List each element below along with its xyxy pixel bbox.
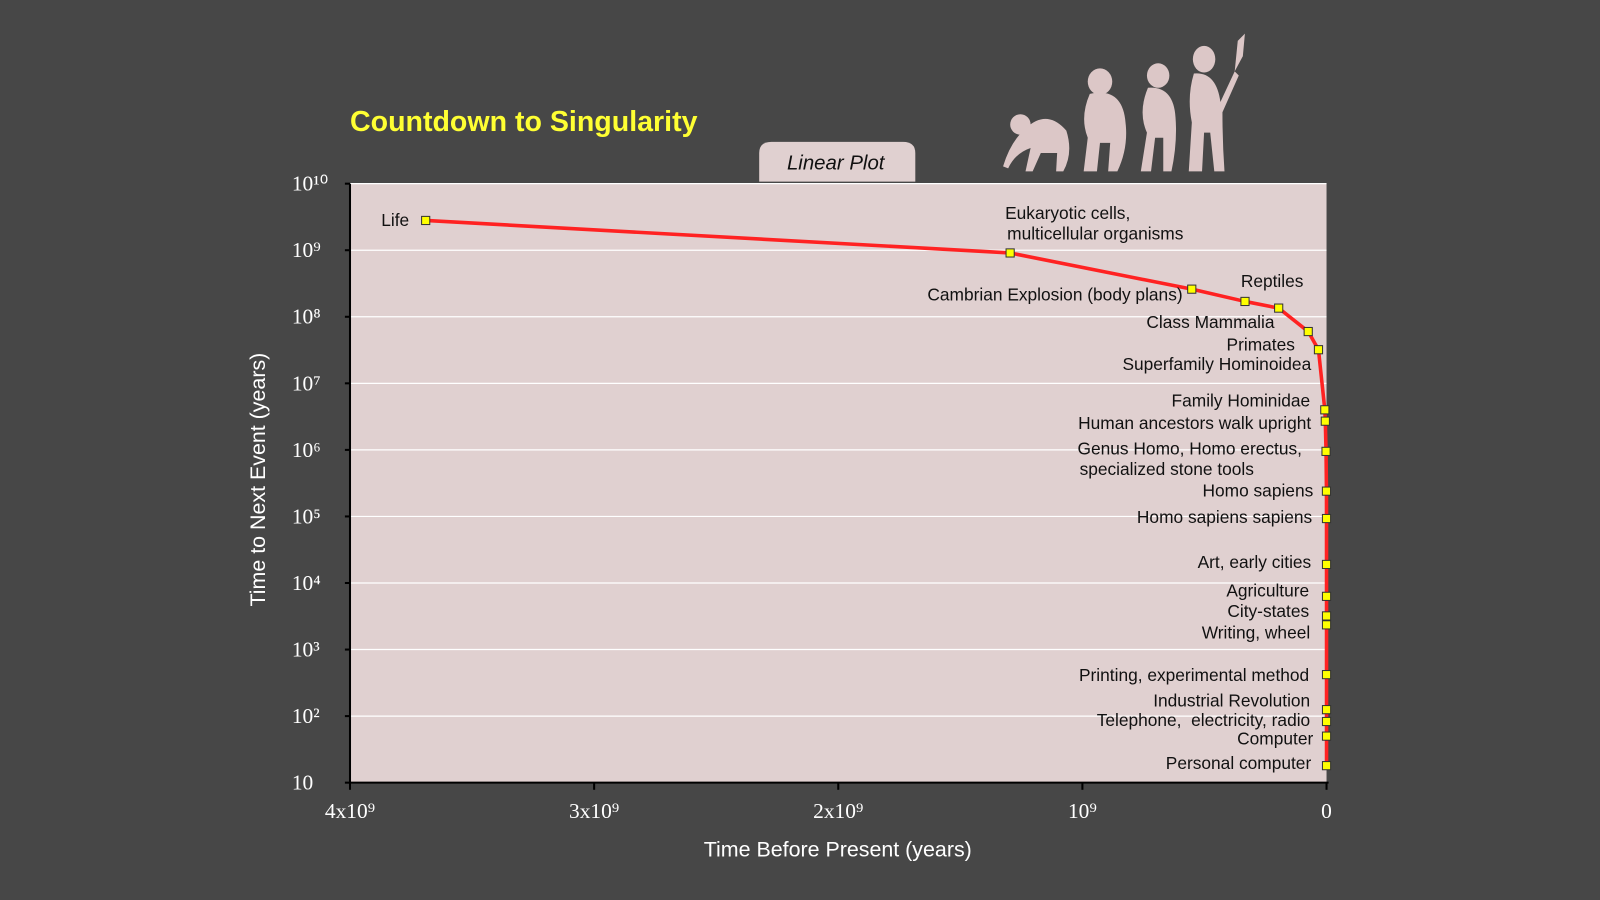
data-point xyxy=(1321,446,1331,456)
y-tick-label: 10⁸ xyxy=(292,305,321,329)
data-point xyxy=(1321,591,1332,601)
grid: 10¹⁰ 10⁹ 10⁸ 10⁷ 10⁶ 10⁵ 10⁴ 10³ 10² 10 4x10⁹ 3x10⁹… xyxy=(292,172,1332,824)
evolution-silhouettes xyxy=(1003,33,1245,172)
point-label: Reptiles xyxy=(1241,271,1304,291)
point-label: Cambrian Explosion (body plans) xyxy=(927,284,1182,304)
point-label: Writing, wheel xyxy=(1202,622,1311,642)
point-label: City-states xyxy=(1227,601,1309,621)
y-tick-label: 10⁵ xyxy=(292,504,321,528)
point-label: Genus Homo, Homo erectus, xyxy=(1078,439,1302,459)
point-label: Homo sapiens xyxy=(1202,480,1313,500)
data-point xyxy=(1321,513,1332,524)
y-tick-label: 10⁶ xyxy=(292,438,321,462)
point-label: Family Hominidae xyxy=(1172,391,1311,411)
point-label: Industrial Revolution xyxy=(1153,691,1310,711)
point-label: Printing, experimental method xyxy=(1079,665,1309,685)
x-tick-label: 4x10⁹ xyxy=(325,799,375,823)
y-tick-label: 10¹⁰ xyxy=(292,172,328,196)
data-point xyxy=(1321,620,1332,630)
data-point xyxy=(1320,405,1330,415)
data-point xyxy=(1321,716,1332,727)
plot: Life Eukaryotic cells,multicellular organ… xyxy=(381,203,1332,773)
x-tick-label: 3x10⁹ xyxy=(569,799,619,823)
point-label: multicellular organisms xyxy=(1007,223,1184,243)
data-point xyxy=(1187,284,1197,294)
data-point xyxy=(1320,416,1330,426)
data-point xyxy=(1321,731,1332,741)
data-point xyxy=(1240,296,1250,307)
data-point xyxy=(1321,611,1332,621)
point-label: specialized stone tools xyxy=(1080,459,1255,479)
y-tick-label: 10² xyxy=(292,704,320,728)
annotation: Linear Plot xyxy=(787,153,886,175)
y-tick-label: 10 xyxy=(292,771,313,795)
data-point xyxy=(1303,326,1313,337)
annotation-tab xyxy=(759,141,916,182)
data-point xyxy=(1313,345,1324,355)
y-tick-label: 10⁹ xyxy=(292,238,321,262)
point-label: Computer xyxy=(1237,728,1313,748)
point-label: Primates xyxy=(1227,334,1296,354)
y-tick-label: 10³ xyxy=(292,638,320,662)
point-label: Homo sapiens sapiens xyxy=(1137,507,1313,527)
point-label: Agriculture xyxy=(1226,580,1309,600)
chart-title: Countdown to Singularity xyxy=(350,106,698,138)
data-point xyxy=(1321,761,1332,771)
data-point xyxy=(1321,559,1332,570)
y-tick-label: 10⁷ xyxy=(292,371,321,395)
data-point xyxy=(1321,670,1332,680)
x-tick-label: 2x10⁹ xyxy=(813,799,863,823)
y-tick-label: 10⁴ xyxy=(292,571,321,595)
x-axis-label: Time Before Present (years) xyxy=(704,838,972,862)
point-label: Superfamily Hominoidea xyxy=(1122,354,1311,374)
point-label: Life xyxy=(381,210,409,230)
data-point xyxy=(421,215,431,226)
point-label: Personal computer xyxy=(1166,753,1312,773)
point-label: Class Mammalia xyxy=(1146,312,1274,332)
x-tick-label: 0 xyxy=(1321,799,1332,823)
data-point xyxy=(1321,486,1332,496)
x-tick-label: 10⁹ xyxy=(1068,799,1097,823)
point-label: Art, early cities xyxy=(1198,552,1312,572)
point-label: Telephone, electricity, radio xyxy=(1097,710,1311,730)
data-point xyxy=(1005,248,1015,258)
data-point xyxy=(1274,303,1284,313)
data-point xyxy=(1321,705,1332,715)
y-axis-label: Time to Next Event (years) xyxy=(246,353,270,607)
point-label: Human ancestors walk upright xyxy=(1078,413,1311,433)
point-label: Eukaryotic cells, xyxy=(1005,203,1130,223)
